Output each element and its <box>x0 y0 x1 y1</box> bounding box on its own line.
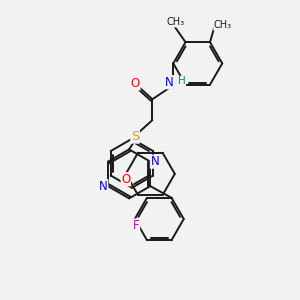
Text: CH₃: CH₃ <box>214 20 232 30</box>
Text: O: O <box>121 173 130 186</box>
Text: H: H <box>178 76 185 86</box>
Text: CH₃: CH₃ <box>166 17 184 27</box>
Text: S: S <box>131 130 139 143</box>
Text: N: N <box>99 180 108 193</box>
Text: F: F <box>133 219 140 232</box>
Text: O: O <box>131 77 140 90</box>
Text: N: N <box>165 76 174 89</box>
Text: N: N <box>150 155 159 168</box>
